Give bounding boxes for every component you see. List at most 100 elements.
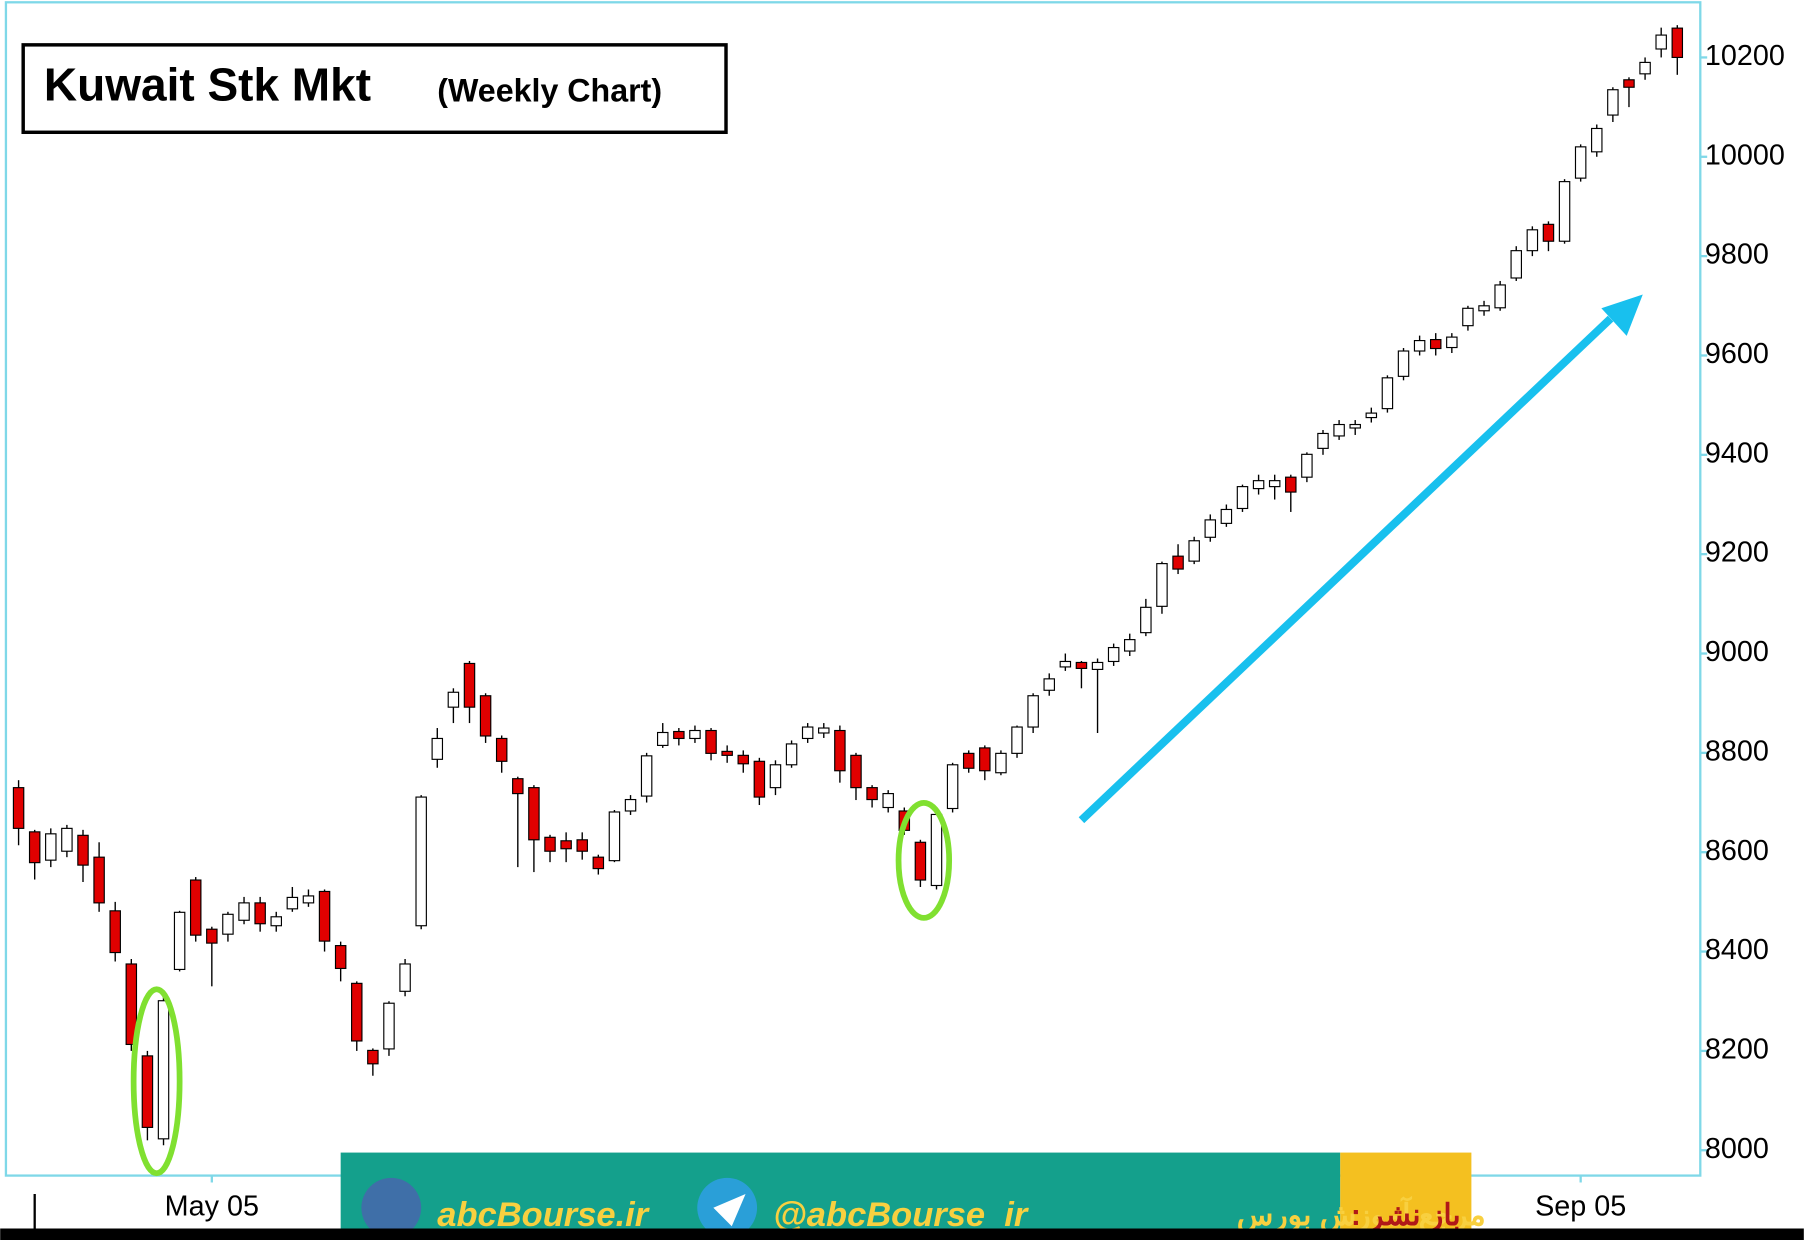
banner-tagline: مرجع آموزش بورس xyxy=(1237,1195,1486,1233)
candle-body xyxy=(415,796,427,927)
candle-body xyxy=(721,750,733,756)
candle-body xyxy=(753,760,766,798)
candle-body xyxy=(1639,61,1651,75)
candle-body xyxy=(383,1002,395,1050)
telegram-plane xyxy=(713,1193,746,1227)
candle-body xyxy=(28,831,41,864)
candle-body xyxy=(61,827,73,852)
banner-repost-text: باز نشر : xyxy=(1351,1199,1461,1233)
candle-body xyxy=(1285,476,1297,493)
candle-body xyxy=(834,729,846,772)
candle-body xyxy=(222,913,234,935)
candle-body xyxy=(1381,377,1394,410)
candle-body xyxy=(818,727,830,734)
candle-body xyxy=(1591,127,1603,153)
globe-icon xyxy=(361,1177,422,1238)
candle-body xyxy=(141,1055,154,1128)
candle-body xyxy=(238,902,250,921)
candle-body xyxy=(624,798,637,812)
candle-body xyxy=(882,793,894,809)
candle-body xyxy=(1156,563,1168,607)
y-tick-label: 9600 xyxy=(1705,338,1769,370)
candle-body xyxy=(1623,79,1635,88)
candle-body xyxy=(962,752,975,769)
candle-body xyxy=(1429,339,1442,350)
y-tick-label: 9800 xyxy=(1705,239,1769,271)
candle-body xyxy=(930,813,943,887)
chart-title: Kuwait Stk Mkt xyxy=(44,59,371,111)
candle-body xyxy=(351,982,363,1042)
banner-site: abcBourse.ir xyxy=(437,1196,649,1234)
candle-body xyxy=(189,879,202,936)
candle-body xyxy=(109,910,121,954)
banner-repost xyxy=(1340,1152,1472,1240)
arrow-head xyxy=(1601,294,1643,336)
candle-body xyxy=(1365,412,1378,419)
candle-body xyxy=(1301,453,1313,478)
candle-body xyxy=(1446,336,1458,349)
x-tick-label: Sep 05 xyxy=(1535,1190,1626,1222)
candle-body xyxy=(769,764,782,789)
candle-body xyxy=(1075,661,1088,669)
candle-body xyxy=(656,731,669,746)
candle-body xyxy=(1478,305,1490,312)
candle-body xyxy=(495,737,508,762)
candle-body xyxy=(93,856,105,904)
candle-body xyxy=(1268,480,1281,488)
candle-body xyxy=(45,833,57,861)
candle-body xyxy=(447,691,460,708)
y-tick-label: 10000 xyxy=(1705,139,1785,171)
highlight-ellipse xyxy=(130,986,183,1177)
y-tick-label: 8800 xyxy=(1705,735,1769,767)
candle-body xyxy=(801,726,814,740)
candle-body xyxy=(608,811,621,862)
candle-body xyxy=(1413,340,1426,352)
candle-body xyxy=(1091,661,1104,670)
x-tick-label: May 05 xyxy=(165,1190,259,1222)
banner xyxy=(340,1152,1341,1240)
candle-body xyxy=(544,836,556,852)
candle-body xyxy=(1542,223,1555,242)
candle-body xyxy=(689,729,701,740)
candle-body xyxy=(1349,423,1361,429)
candle-body xyxy=(125,963,138,1046)
candles xyxy=(12,25,1708,1183)
candle-body xyxy=(479,695,492,737)
candle-body xyxy=(576,839,588,852)
candle-body xyxy=(1027,695,1039,728)
candle-body xyxy=(206,928,218,944)
candle-body xyxy=(1607,89,1619,116)
candle-body xyxy=(785,743,798,766)
candle-body xyxy=(1236,486,1249,510)
y-tick-label: 10200 xyxy=(1705,40,1785,72)
candle-body xyxy=(1333,423,1345,437)
y-tick-label: 9400 xyxy=(1705,437,1769,469)
candle-body xyxy=(592,856,605,870)
candle-body xyxy=(157,1000,170,1140)
candle-body xyxy=(1397,350,1410,377)
banner-channel: @abcBourse_ir xyxy=(773,1196,1029,1234)
candle-body xyxy=(77,834,89,866)
candle-body xyxy=(1188,540,1200,562)
candle-body xyxy=(431,737,444,760)
candle-body xyxy=(1655,34,1667,50)
highlight-ellipse xyxy=(895,800,953,921)
candle-body xyxy=(1011,726,1023,754)
candle-body xyxy=(1671,27,1684,59)
candle-body xyxy=(1526,229,1539,252)
y-tick-label: 8600 xyxy=(1705,835,1769,867)
candle-body xyxy=(1252,480,1265,490)
y-tick-label: 8000 xyxy=(1705,1133,1769,1165)
candle-body xyxy=(1574,146,1587,179)
candle-body xyxy=(270,916,282,927)
candle-body xyxy=(946,764,959,810)
candle-body xyxy=(914,841,927,881)
candle-body xyxy=(1140,606,1152,634)
candle-body xyxy=(367,1049,379,1065)
candle-body xyxy=(1124,639,1136,652)
candle-body xyxy=(673,730,685,740)
title-box xyxy=(21,43,728,135)
